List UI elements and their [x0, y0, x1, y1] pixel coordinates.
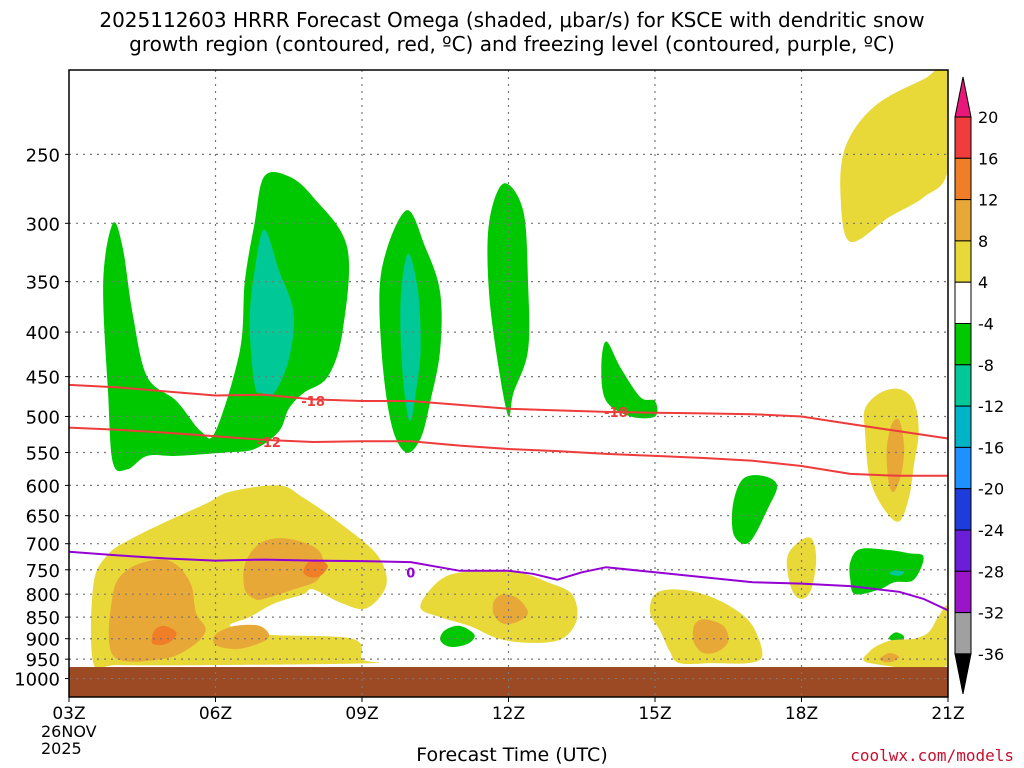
omega-region [400, 253, 421, 421]
colorbar-bin [954, 364, 972, 407]
omega-shading [90, 0, 948, 670]
colorbar-label: -12 [978, 397, 1004, 416]
y-tick-label: 950 [26, 650, 60, 671]
x-tick-label: 03Z [52, 704, 85, 724]
colorbar-label: 16 [978, 149, 998, 168]
colorbar-label: -4 [978, 315, 994, 334]
credit-text: coolwx.com/models [850, 746, 1014, 765]
colorbar-bin [954, 446, 972, 490]
y-axis: 2503003504004505005506006507007508008509… [14, 145, 69, 691]
omega-region [731, 475, 778, 545]
omega-region [213, 624, 270, 650]
omega-region [492, 594, 528, 625]
contour-label: -18 [301, 395, 325, 410]
omega-region [840, 70, 948, 242]
y-tick-label: 550 [26, 444, 60, 465]
y-tick-label: 600 [26, 476, 60, 497]
x-tick-sublabel: 2025 [41, 739, 82, 758]
chart-title-line-1: 2025112603 HRRR Forecast Omega (shaded, … [99, 8, 925, 32]
omega-region [849, 548, 924, 595]
colorbar-arrow-bottom [954, 653, 972, 694]
omega-region [151, 625, 177, 646]
omega-region [886, 418, 905, 493]
y-tick-label: 250 [26, 145, 60, 166]
y-tick-label: 800 [26, 585, 60, 606]
contour-line [69, 426, 948, 477]
contour-line [69, 550, 948, 612]
colorbar-label: -16 [978, 438, 1004, 457]
x-tick-sublabel: 26NOV [41, 722, 97, 741]
y-tick-label: 750 [26, 561, 60, 582]
contour-label: -12 [257, 436, 281, 451]
colorbar-label: -32 [978, 604, 1004, 623]
colorbar-label: -36 [978, 645, 1004, 664]
contour-line [69, 383, 948, 440]
colorbar-label: 20 [978, 108, 998, 127]
omega-region [601, 341, 658, 419]
x-tick-label: 15Z [638, 704, 671, 724]
colorbar-label: -20 [978, 480, 1004, 499]
omega-region [440, 625, 475, 648]
omega-region [249, 229, 295, 396]
omega-region [98, 0, 137, 20]
x-tick-label: 18Z [785, 704, 818, 724]
omega-region [863, 605, 948, 670]
y-tick-label: 400 [26, 323, 60, 344]
colorbar-bin [954, 116, 972, 159]
omega-region [303, 559, 328, 578]
y-tick-label: 650 [26, 507, 60, 528]
colorbar-bin [954, 529, 972, 572]
colorbar-bin [954, 199, 972, 242]
colorbar-label: -8 [978, 356, 994, 375]
colorbar-label: 4 [978, 273, 988, 292]
y-tick-label: 900 [26, 630, 60, 651]
colorbar-bin [954, 281, 972, 325]
chart-title-line-2: growth region (contoured, red, ºC) and f… [129, 32, 895, 56]
omega-region [487, 183, 530, 418]
y-tick-label: 350 [26, 273, 60, 294]
chart-title: 2025112603 HRRR Forecast Omega (shaded, … [0, 8, 1024, 56]
x-tick-label: 21Z [931, 704, 964, 724]
contour-label: 0 [406, 566, 415, 581]
colorbar-bin [954, 570, 972, 614]
y-tick-label: 450 [26, 368, 60, 389]
colorbar: 20 16 12 8 4 -4 -8 -12 -16 -20 -24 -28 -32 -36 [954, 76, 1004, 694]
colorbar-bin [954, 240, 972, 283]
omega-region [692, 619, 729, 654]
x-tick-label: 12Z [492, 704, 525, 724]
omega-region [108, 559, 206, 662]
colorbar-bin [954, 323, 972, 366]
y-tick-label: 500 [26, 407, 60, 428]
x-axis-title: Forecast Time (UTC) [416, 744, 608, 766]
colorbar-bin [954, 157, 972, 201]
colorbar-label: -24 [978, 521, 1004, 540]
colorbar-bin [954, 612, 972, 655]
contour-label: -18 [604, 406, 628, 421]
colorbar-label: -28 [978, 562, 1004, 581]
y-tick-label: 850 [26, 608, 60, 629]
omega-region [879, 653, 900, 663]
omega-region [243, 538, 324, 601]
colorbar-bin [954, 488, 972, 531]
omega-region [889, 570, 905, 576]
colorbar-arrow-top [954, 76, 972, 118]
y-tick-label: 700 [26, 535, 60, 556]
omega-region [103, 172, 350, 472]
y-tick-label: 1000 [14, 670, 60, 691]
x-tick-label: 09Z [345, 704, 378, 724]
colorbar-label: 12 [978, 191, 998, 210]
contour-lines: -18 -18 -12 0 [69, 383, 948, 612]
colorbar-label: 8 [978, 232, 988, 251]
y-tick-label: 300 [26, 214, 60, 235]
colorbar-bin [954, 405, 972, 448]
x-tick-label: 06Z [199, 704, 232, 724]
